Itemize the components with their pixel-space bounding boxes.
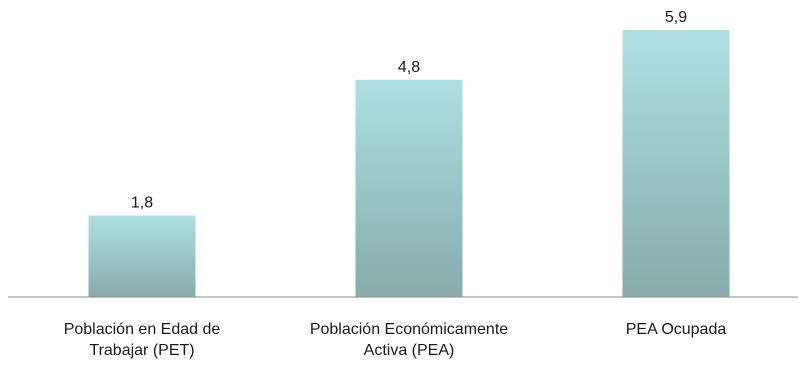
data-label-1: 1,8 <box>131 195 153 212</box>
category-label-3: PEA Ocupada <box>626 321 727 338</box>
category-label-2-line-1: Población Económicamente <box>310 321 508 338</box>
bars-layer <box>88 30 730 297</box>
data-label-2: 4,8 <box>398 59 420 76</box>
category-label-2-line-2: Activa (PEA) <box>364 342 455 359</box>
category-label-1-line-2: Trabajar (PET) <box>89 342 194 359</box>
category-label-3-line-1: PEA Ocupada <box>626 321 727 338</box>
labels-layer: 1,8 Población en Edad de Trabajar (PET) 4,8… <box>64 9 727 359</box>
category-label-1-line-1: Población en Edad de <box>64 321 221 338</box>
bar-3 <box>622 30 730 297</box>
category-label-2: Población Económicamente Activa (PEA) <box>310 321 508 359</box>
category-label-1: Población en Edad de Trabajar (PET) <box>64 321 221 359</box>
data-label-3: 5,9 <box>665 9 687 26</box>
bar-2 <box>355 79 463 297</box>
bar-1 <box>88 215 196 297</box>
